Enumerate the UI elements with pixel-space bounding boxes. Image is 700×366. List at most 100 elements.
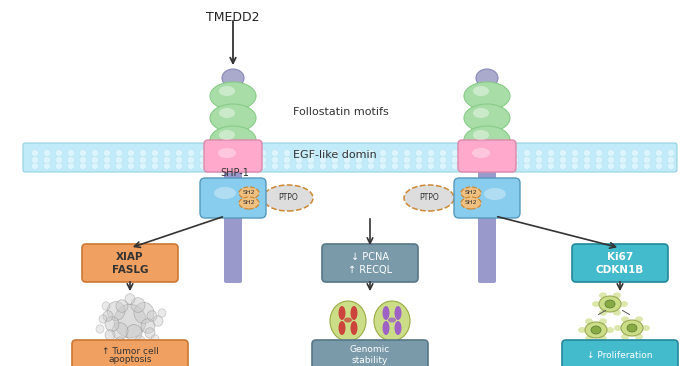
Ellipse shape bbox=[599, 336, 607, 341]
Ellipse shape bbox=[145, 328, 155, 338]
Text: PTPO: PTPO bbox=[419, 194, 439, 202]
Circle shape bbox=[655, 157, 662, 164]
Ellipse shape bbox=[382, 306, 389, 320]
Text: TMEDD2: TMEDD2 bbox=[206, 11, 260, 24]
Ellipse shape bbox=[96, 325, 104, 333]
Circle shape bbox=[668, 149, 675, 157]
Circle shape bbox=[199, 149, 206, 157]
Circle shape bbox=[116, 163, 122, 169]
Circle shape bbox=[428, 163, 435, 169]
Circle shape bbox=[139, 163, 146, 169]
Text: CDKN1B: CDKN1B bbox=[596, 265, 644, 275]
Ellipse shape bbox=[153, 316, 163, 326]
Ellipse shape bbox=[621, 320, 643, 336]
Circle shape bbox=[571, 163, 578, 169]
Circle shape bbox=[391, 157, 398, 164]
Circle shape bbox=[416, 163, 423, 169]
Circle shape bbox=[80, 163, 87, 169]
Circle shape bbox=[487, 163, 494, 169]
Circle shape bbox=[188, 163, 195, 169]
Circle shape bbox=[67, 157, 74, 164]
Text: Follostatin motifs: Follostatin motifs bbox=[293, 107, 389, 117]
Circle shape bbox=[391, 149, 398, 157]
Ellipse shape bbox=[585, 336, 593, 341]
FancyBboxPatch shape bbox=[72, 340, 188, 366]
Circle shape bbox=[139, 149, 146, 157]
Ellipse shape bbox=[606, 327, 614, 333]
Circle shape bbox=[452, 163, 458, 169]
Ellipse shape bbox=[473, 130, 489, 140]
Circle shape bbox=[403, 149, 410, 157]
Circle shape bbox=[584, 149, 591, 157]
Ellipse shape bbox=[351, 321, 358, 335]
Ellipse shape bbox=[131, 298, 145, 312]
Ellipse shape bbox=[344, 317, 352, 322]
Ellipse shape bbox=[627, 324, 637, 332]
Circle shape bbox=[116, 149, 122, 157]
Circle shape bbox=[596, 157, 603, 164]
Ellipse shape bbox=[472, 148, 490, 158]
Circle shape bbox=[403, 163, 410, 169]
Ellipse shape bbox=[635, 316, 643, 322]
Circle shape bbox=[547, 149, 554, 157]
Circle shape bbox=[356, 149, 363, 157]
Ellipse shape bbox=[599, 292, 607, 298]
Circle shape bbox=[475, 149, 482, 157]
Ellipse shape bbox=[599, 296, 621, 312]
Circle shape bbox=[235, 149, 242, 157]
FancyBboxPatch shape bbox=[224, 93, 242, 147]
Circle shape bbox=[655, 149, 662, 157]
Circle shape bbox=[151, 163, 158, 169]
Ellipse shape bbox=[591, 326, 601, 334]
Circle shape bbox=[272, 157, 279, 164]
Text: ↑ Tumor cell: ↑ Tumor cell bbox=[102, 347, 158, 355]
Ellipse shape bbox=[599, 318, 607, 324]
Circle shape bbox=[164, 149, 171, 157]
Circle shape bbox=[559, 149, 566, 157]
Ellipse shape bbox=[330, 301, 366, 341]
Circle shape bbox=[127, 157, 134, 164]
Circle shape bbox=[368, 163, 374, 169]
Ellipse shape bbox=[158, 309, 166, 317]
Ellipse shape bbox=[592, 301, 600, 307]
Ellipse shape bbox=[135, 336, 145, 346]
Circle shape bbox=[475, 157, 482, 164]
Circle shape bbox=[452, 149, 458, 157]
Circle shape bbox=[391, 163, 398, 169]
Circle shape bbox=[260, 149, 267, 157]
Text: SH2: SH2 bbox=[465, 190, 477, 195]
Circle shape bbox=[440, 149, 447, 157]
Circle shape bbox=[631, 157, 638, 164]
Ellipse shape bbox=[621, 334, 629, 340]
Circle shape bbox=[151, 157, 158, 164]
Circle shape bbox=[440, 157, 447, 164]
Ellipse shape bbox=[578, 327, 586, 333]
Circle shape bbox=[32, 163, 38, 169]
Circle shape bbox=[199, 157, 206, 164]
Circle shape bbox=[368, 149, 374, 157]
FancyBboxPatch shape bbox=[200, 178, 266, 218]
Ellipse shape bbox=[461, 187, 481, 199]
Circle shape bbox=[500, 149, 507, 157]
Circle shape bbox=[500, 157, 507, 164]
Circle shape bbox=[512, 149, 519, 157]
FancyBboxPatch shape bbox=[478, 168, 496, 283]
Circle shape bbox=[55, 157, 62, 164]
FancyBboxPatch shape bbox=[82, 244, 178, 282]
Circle shape bbox=[631, 149, 638, 157]
Circle shape bbox=[655, 163, 662, 169]
Circle shape bbox=[223, 157, 230, 164]
Ellipse shape bbox=[126, 325, 142, 341]
Circle shape bbox=[512, 163, 519, 169]
Ellipse shape bbox=[395, 321, 402, 335]
Circle shape bbox=[80, 149, 87, 157]
Circle shape bbox=[668, 163, 675, 169]
Circle shape bbox=[43, 157, 50, 164]
Circle shape bbox=[43, 163, 50, 169]
Ellipse shape bbox=[476, 69, 498, 87]
Ellipse shape bbox=[374, 301, 410, 341]
Circle shape bbox=[104, 157, 111, 164]
Text: SH2: SH2 bbox=[465, 201, 477, 205]
Ellipse shape bbox=[404, 185, 454, 211]
Circle shape bbox=[307, 157, 314, 164]
